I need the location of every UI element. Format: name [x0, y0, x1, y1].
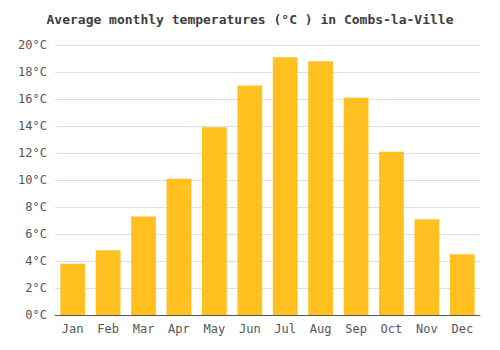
svg-text:Oct: Oct [381, 322, 403, 336]
svg-text:Aug: Aug [310, 322, 332, 336]
svg-text:Average monthly temperatures (: Average monthly temperatures (°C ) in Co… [47, 12, 454, 27]
svg-text:Dec: Dec [451, 322, 473, 336]
svg-text:Feb: Feb [97, 322, 119, 336]
svg-text:4°C: 4°C [25, 254, 47, 268]
svg-text:8°C: 8°C [25, 200, 47, 214]
svg-text:20°C: 20°C [18, 38, 47, 52]
svg-text:10°C: 10°C [18, 173, 47, 187]
svg-text:Jul: Jul [274, 322, 296, 336]
svg-text:Sep: Sep [345, 322, 367, 336]
svg-text:Nov: Nov [416, 322, 438, 336]
svg-text:Jan: Jan [62, 322, 84, 336]
svg-text:2°C: 2°C [25, 281, 47, 295]
svg-text:12°C: 12°C [18, 146, 47, 160]
svg-text:May: May [204, 322, 226, 336]
svg-text:6°C: 6°C [25, 227, 47, 241]
svg-text:0°C: 0°C [25, 308, 47, 322]
svg-text:18°C: 18°C [18, 65, 47, 79]
svg-text:16°C: 16°C [18, 92, 47, 106]
svg-text:14°C: 14°C [18, 119, 47, 133]
svg-text:Mar: Mar [133, 322, 155, 336]
svg-text:Apr: Apr [168, 322, 190, 336]
svg-text:Jun: Jun [239, 322, 261, 336]
